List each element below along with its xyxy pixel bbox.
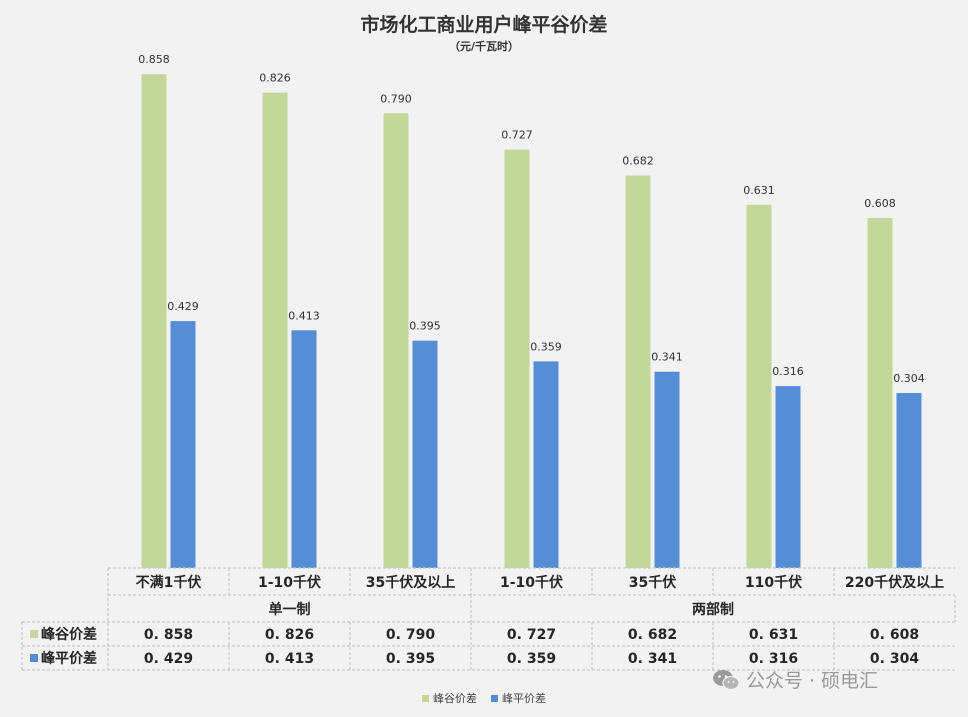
data-label-peak-flat-6: 0.304 — [893, 372, 925, 385]
table-value-peak-flat-5: 0. 316 — [749, 651, 798, 667]
table-value-peak-flat-4: 0. 341 — [628, 651, 677, 667]
data-label-peak-flat-1: 0.413 — [288, 309, 320, 322]
data-label-peak-flat-2: 0.395 — [409, 320, 441, 333]
legend-swatch-peak-valley — [422, 694, 429, 702]
data-label-peak-flat-4: 0.341 — [651, 351, 683, 364]
legend-label-peak-valley: 峰谷价差 — [433, 692, 477, 705]
category-label-3: 1-10千伏 — [500, 574, 563, 591]
bar-peak-flat-4 — [654, 371, 680, 568]
legend: 峰谷价差 峰平价差 — [0, 690, 968, 706]
table-value-peak-valley-6: 0. 608 — [870, 627, 919, 643]
table-value-peak-flat-2: 0. 395 — [386, 651, 435, 667]
category-label-4: 35千伏 — [629, 574, 676, 591]
category-label-5: 110千伏 — [745, 574, 802, 591]
bar-peak-flat-2 — [412, 340, 438, 568]
data-label-peak-flat-0: 0.429 — [167, 300, 199, 313]
table-key-peak-valley — [30, 630, 38, 638]
data-label-peak-flat-5: 0.316 — [772, 365, 804, 378]
data-label-peak-valley-1: 0.826 — [259, 72, 291, 85]
table-value-peak-valley-4: 0. 682 — [628, 627, 677, 643]
table-series-name-peak-valley: 峰谷价差 — [41, 626, 97, 643]
bar-peak-valley-1 — [262, 92, 288, 568]
bar-peak-flat-0 — [170, 321, 196, 568]
bar-peak-flat-3 — [533, 361, 559, 568]
wechat-icon — [713, 669, 740, 690]
category-label-0: 不满1千伏 — [136, 574, 202, 591]
table-value-peak-valley-2: 0. 790 — [386, 627, 435, 643]
legend-item-peak-valley: 峰谷价差 — [422, 690, 477, 706]
group-label-0: 单一制 — [269, 601, 311, 618]
legend-swatch-peak-flat — [491, 694, 498, 702]
table-value-peak-flat-6: 0. 304 — [870, 651, 919, 667]
bar-peak-valley-6 — [867, 218, 893, 568]
watermark-text: 公众号 · 硕电汇 — [746, 670, 879, 692]
bar-peak-valley-3 — [504, 149, 530, 568]
group-label-1: 两部制 — [692, 601, 734, 618]
chart-title: 市场化工商业用户峰平谷价差 — [360, 14, 608, 36]
data-label-peak-valley-0: 0.858 — [138, 53, 170, 66]
bar-peak-valley-2 — [383, 113, 409, 569]
bar-peak-valley-4 — [625, 175, 651, 568]
table-value-peak-flat-3: 0. 359 — [507, 651, 556, 667]
legend-item-peak-flat: 峰平价差 — [491, 690, 546, 706]
bar-peak-flat-1 — [291, 330, 317, 568]
data-label-peak-flat-3: 0.359 — [530, 340, 562, 353]
table-value-peak-flat-0: 0. 429 — [144, 651, 193, 667]
table-series-name-peak-flat: 峰平价差 — [41, 650, 97, 667]
table-value-peak-valley-5: 0. 631 — [749, 627, 798, 643]
data-label-peak-valley-4: 0.682 — [622, 154, 654, 167]
data-label-peak-valley-3: 0.727 — [501, 129, 533, 142]
bar-peak-flat-6 — [896, 393, 922, 568]
watermark: 公众号 · 硕电汇 — [712, 666, 878, 693]
table-value-peak-valley-0: 0. 858 — [144, 627, 193, 643]
bar-peak-valley-5 — [746, 204, 772, 568]
data-label-peak-valley-6: 0.608 — [864, 197, 896, 210]
bar-peak-flat-5 — [775, 386, 801, 568]
table-key-peak-flat — [30, 654, 38, 662]
bar-peak-valley-0 — [141, 74, 167, 568]
category-label-1: 1-10千伏 — [258, 574, 321, 591]
table-value-peak-flat-1: 0. 413 — [265, 651, 314, 667]
category-label-2: 35千伏及以上 — [366, 574, 455, 591]
chart-subtitle: （元/千瓦时） — [448, 40, 520, 53]
table-value-peak-valley-1: 0. 826 — [265, 627, 314, 643]
data-label-peak-valley-5: 0.631 — [743, 184, 775, 197]
data-label-peak-valley-2: 0.790 — [380, 92, 412, 105]
category-label-6: 220千伏及以上 — [845, 574, 944, 591]
legend-label-peak-flat: 峰平价差 — [502, 692, 546, 705]
table-value-peak-valley-3: 0. 727 — [507, 627, 556, 643]
